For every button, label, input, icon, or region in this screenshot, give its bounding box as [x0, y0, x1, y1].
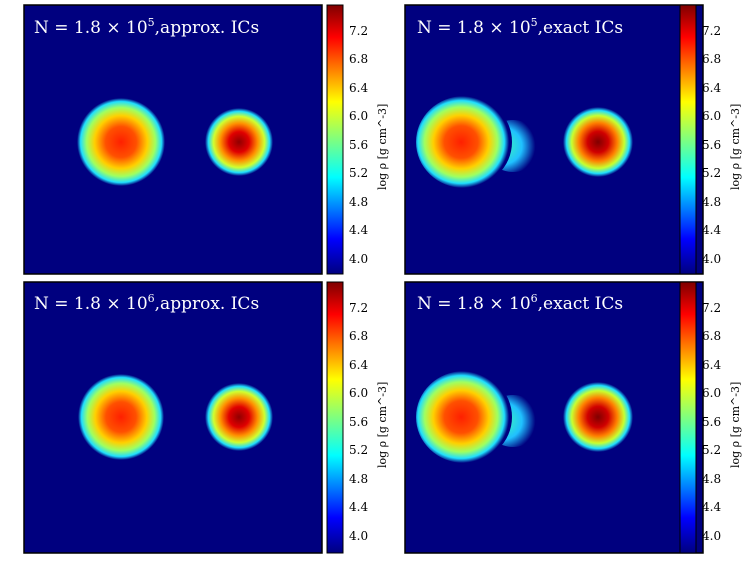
title-suffix: ,exact ICs — [538, 294, 623, 314]
title-exponent: 6 — [148, 292, 155, 305]
panel-title: N = 1.8 × 106,exact ICs — [417, 292, 623, 314]
colorbar-ticks: 7.2 6.8 6.4 6.0 5.6 5.2 4.8 4.4 4.0 — [702, 24, 721, 266]
tick-label: 5.6 — [702, 415, 721, 429]
heatmap-svg: N = 1.8 × 106,approx. ICs 7.2 6.8 6.4 6.… — [23, 281, 389, 554]
heatmap-svg: N = 1.8 × 106,exact ICs 7.2 6.8 6.4 6.0 … — [404, 281, 742, 554]
tick-label: 4.0 — [349, 529, 368, 543]
tick-label: 6.0 — [702, 386, 721, 400]
panel-title: N = 1.8 × 105,exact ICs — [417, 16, 623, 38]
title-exponent: 6 — [531, 292, 538, 305]
tick-label: 5.6 — [349, 138, 368, 152]
tick-label: 5.2 — [702, 443, 721, 457]
tick-label: 6.0 — [702, 109, 721, 123]
title-exponent: 5 — [531, 16, 538, 29]
colorbar-label: log ρ [g cm^-3] — [376, 104, 389, 190]
colorbar — [326, 281, 344, 554]
tick-label: 7.2 — [702, 24, 721, 38]
tick-label: 4.0 — [349, 252, 368, 266]
tick-label: 6.8 — [702, 52, 721, 66]
tick-label: 6.8 — [702, 329, 721, 343]
title-prefix: N = 1.8 × 10 — [34, 18, 148, 38]
tick-label: 6.8 — [349, 52, 368, 66]
right-star-blob — [563, 382, 633, 452]
tick-label: 7.2 — [349, 301, 368, 315]
tick-label: 6.4 — [702, 358, 721, 372]
tick-label: 5.2 — [349, 166, 368, 180]
tick-label: 6.4 — [702, 81, 721, 95]
tick-label: 4.0 — [702, 529, 721, 543]
title-prefix: N = 1.8 × 10 — [417, 294, 531, 314]
title-suffix: ,approx. ICs — [155, 294, 260, 314]
title-suffix: ,exact ICs — [538, 18, 623, 38]
tick-label: 4.4 — [349, 223, 368, 237]
tick-label: 4.4 — [349, 500, 368, 514]
tick-label: 4.8 — [349, 472, 368, 486]
tick-label: 5.6 — [349, 415, 368, 429]
colorbar — [679, 281, 697, 554]
colorbar-label: log ρ [g cm^-3] — [729, 104, 742, 190]
panel-title: N = 1.8 × 106,approx. ICs — [34, 292, 259, 314]
tick-label: 5.6 — [702, 138, 721, 152]
colorbar-ticks: 7.2 6.8 6.4 6.0 5.6 5.2 4.8 4.4 4.0 — [349, 24, 368, 266]
panel-title: N = 1.8 × 105,approx. ICs — [34, 16, 259, 38]
title-prefix: N = 1.8 × 10 — [417, 18, 531, 38]
tick-label: 4.0 — [702, 252, 721, 266]
tick-label: 5.2 — [349, 443, 368, 457]
right-star-blob — [205, 383, 273, 451]
colorbar-label: log ρ [g cm^-3] — [729, 382, 742, 468]
tick-label: 4.8 — [702, 472, 721, 486]
right-star-blob — [205, 108, 273, 176]
title-prefix: N = 1.8 × 10 — [34, 294, 148, 314]
colorbar — [679, 4, 697, 275]
tick-label: 7.2 — [702, 301, 721, 315]
tick-label: 4.8 — [702, 195, 721, 209]
title-suffix: ,approx. ICs — [155, 18, 260, 38]
heatmap-svg: N = 1.8 × 105,exact ICs 7.2 6.8 6.4 6.0 … — [404, 4, 742, 275]
panel-top-right: N = 1.8 × 105,exact ICs 7.2 6.8 6.4 6.0 … — [380, 0, 747, 278]
tick-label: 4.4 — [702, 500, 721, 514]
left-star-blob — [416, 96, 512, 188]
tick-label: 6.0 — [349, 109, 368, 123]
colorbar-ticks: 7.2 6.8 6.4 6.0 5.6 5.2 4.8 4.4 4.0 — [349, 301, 368, 543]
left-star-blob — [78, 374, 164, 460]
tick-label: 6.0 — [349, 386, 368, 400]
left-star-blob — [77, 98, 165, 186]
panel-bottom-left: N = 1.8 × 106,approx. ICs 7.2 6.8 6.4 6.… — [0, 278, 400, 558]
tick-label: 7.2 — [349, 24, 368, 38]
tick-label: 4.4 — [702, 223, 721, 237]
heatmap-field — [23, 281, 323, 554]
heatmap-field — [23, 4, 323, 275]
left-star-blob — [416, 371, 512, 463]
heatmap-svg: N = 1.8 × 105,approx. ICs 7.2 6.8 6.4 6.… — [23, 4, 389, 275]
title-exponent: 5 — [148, 16, 155, 29]
colorbar — [326, 4, 344, 275]
colorbar-ticks: 7.2 6.8 6.4 6.0 5.6 5.2 4.8 4.4 4.0 — [702, 301, 721, 543]
colorbar-label: log ρ [g cm^-3] — [376, 382, 389, 468]
right-star-blob — [563, 107, 633, 177]
panel-bottom-right: N = 1.8 × 106,exact ICs 7.2 6.8 6.4 6.0 … — [380, 278, 747, 558]
tick-label: 5.2 — [702, 166, 721, 180]
tick-label: 4.8 — [349, 195, 368, 209]
panel-top-left: N = 1.8 × 105,approx. ICs 7.2 6.8 6.4 6.… — [0, 0, 400, 278]
tick-label: 6.8 — [349, 329, 368, 343]
tick-label: 6.4 — [349, 81, 368, 95]
tick-label: 6.4 — [349, 358, 368, 372]
